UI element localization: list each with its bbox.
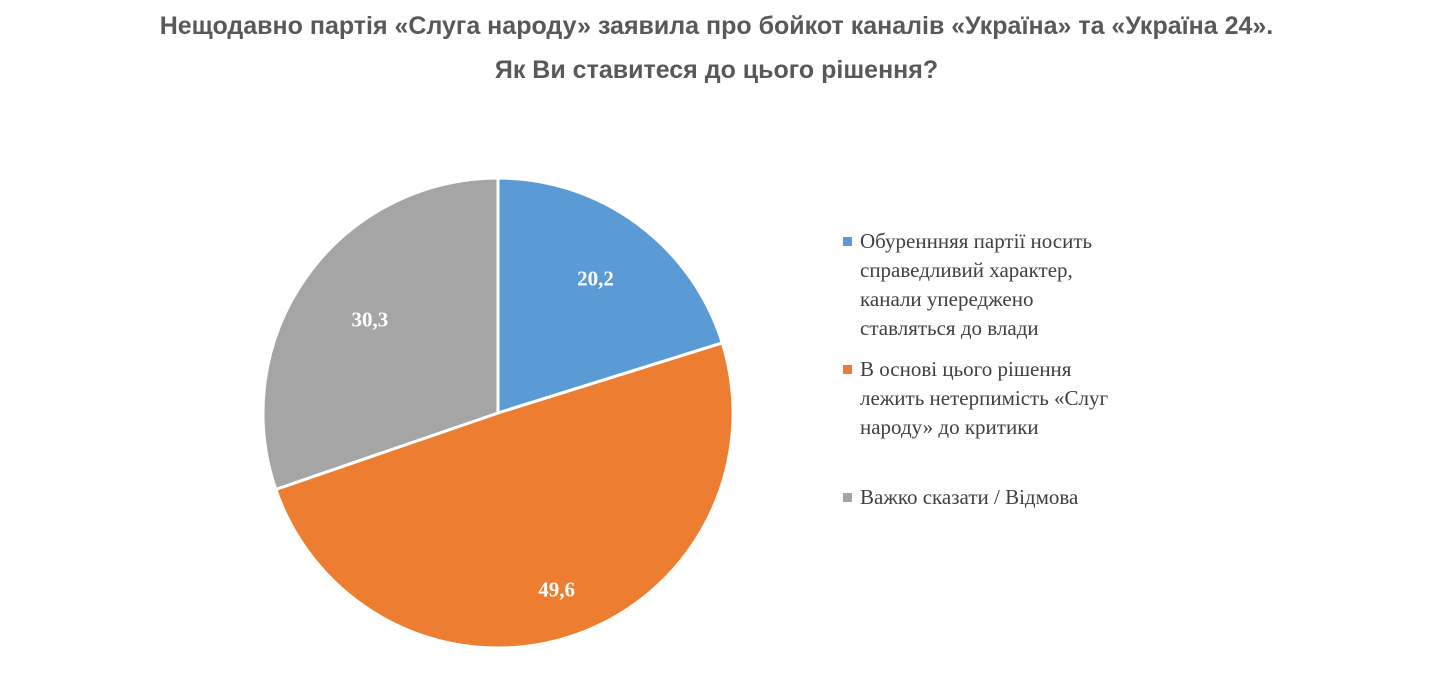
legend: Обуреннняя партії носить справедливий ха… — [843, 227, 1203, 512]
slice-intolerance — [273, 341, 735, 650]
slice-hard-to-say — [261, 176, 500, 492]
slice-value-label: 49,6 — [538, 577, 575, 601]
pie-labels: 20,2 49,6 30,3 — [351, 266, 613, 601]
legend-label: Обуреннняя партії носить справедливий ха… — [860, 229, 1093, 340]
slice-justified — [496, 176, 725, 416]
legend-label: В основі цього рішення лежить нетерпиміс… — [860, 357, 1109, 439]
slice-value-label: 30,3 — [351, 307, 388, 331]
legend-swatch-gray — [843, 493, 852, 502]
legend-label: Важко сказати / Відмова — [860, 485, 1079, 509]
legend-item-hard-to-say: Важко сказати / Відмова — [843, 483, 1203, 512]
pie-slices — [261, 176, 735, 650]
chart-title-line-2: Як Ви ставитеся до цього рішення? — [494, 56, 939, 84]
legend-item-justified: Обуреннняя партії носить справедливий ха… — [843, 227, 1203, 355]
chart-title: Нещодавно партія «Слуга народу» заявила … — [0, 4, 1433, 92]
legend-swatch-orange — [843, 365, 852, 374]
chart-title-line-1: Нещодавно партія «Слуга народу» заявила … — [159, 12, 1274, 40]
legend-item-intolerance: В основі цього рішення лежить нетерпиміс… — [843, 355, 1203, 483]
slice-value-label: 20,2 — [577, 266, 614, 290]
legend-swatch-blue — [843, 237, 852, 246]
